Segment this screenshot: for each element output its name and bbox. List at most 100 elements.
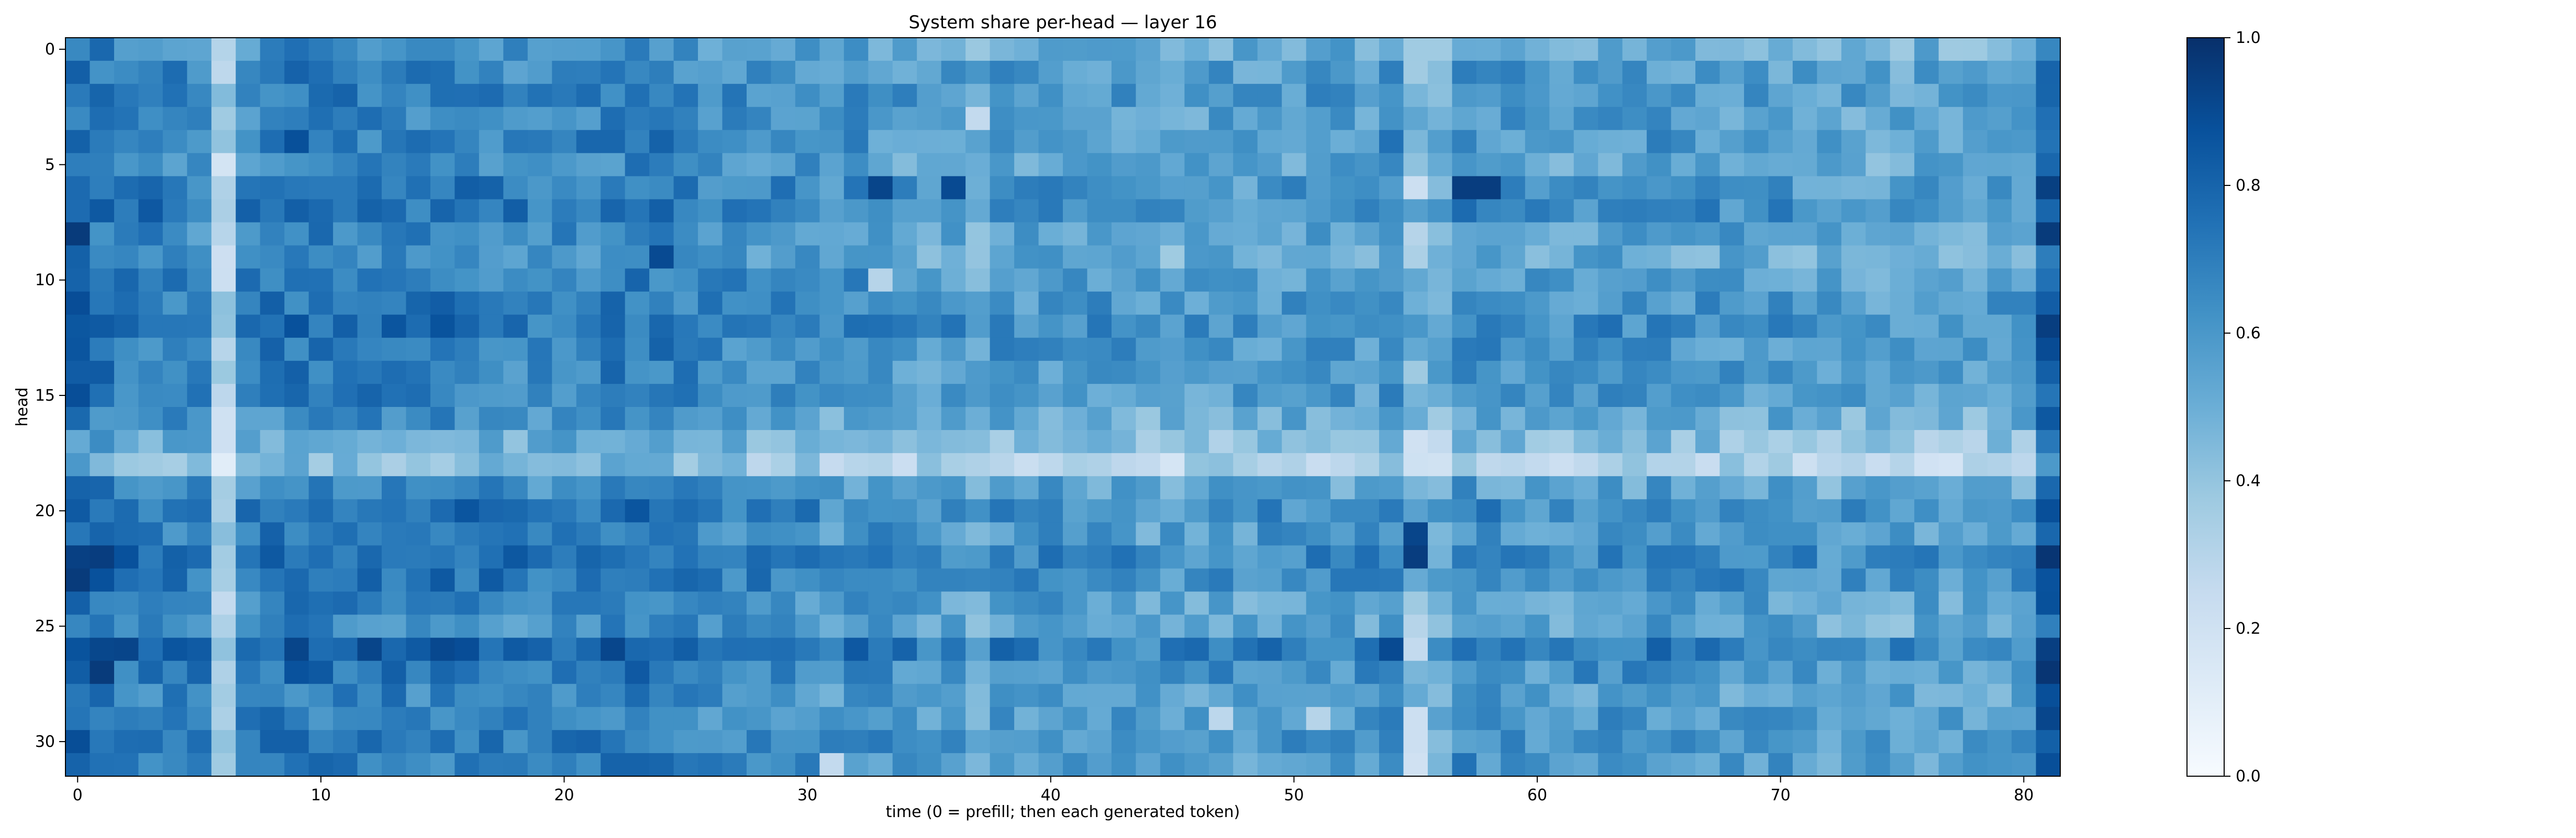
heatmap-cell	[2036, 222, 2061, 246]
heatmap-cell	[1792, 568, 1817, 592]
heatmap-cell	[1184, 153, 1209, 177]
heatmap-cell	[1330, 476, 1356, 500]
heatmap-cell	[795, 291, 820, 315]
heatmap-cell	[868, 222, 893, 246]
heatmap-cell	[843, 176, 869, 200]
heatmap-cell	[333, 38, 358, 61]
heatmap-cell	[1841, 476, 1866, 500]
heatmap-cell	[236, 707, 261, 731]
heatmap-cell	[138, 176, 163, 200]
heatmap-cell	[1160, 199, 1185, 223]
heatmap-cell	[722, 314, 747, 338]
heatmap-cell	[917, 430, 942, 454]
heatmap-cell	[1160, 614, 1185, 638]
heatmap-cell	[1160, 637, 1185, 661]
heatmap-cell	[503, 199, 528, 223]
heatmap-cell	[746, 683, 772, 708]
heatmap-cell	[2012, 176, 2037, 200]
heatmap-cell	[965, 730, 991, 754]
heatmap-cell	[187, 360, 212, 384]
heatmap-cell	[1208, 337, 1234, 361]
heatmap-cell	[917, 268, 942, 292]
heatmap-cell	[382, 591, 407, 615]
heatmap-cell	[1403, 407, 1428, 431]
heatmap-cell	[1257, 499, 1282, 523]
heatmap-cell	[722, 407, 747, 431]
heatmap-cell	[746, 545, 772, 569]
heatmap-cell	[65, 637, 91, 661]
heatmap-cell	[1501, 683, 1526, 708]
heatmap-cell	[357, 637, 382, 661]
heatmap-cell	[601, 545, 626, 569]
heatmap-cell	[1136, 753, 1161, 777]
heatmap-cell	[382, 153, 407, 177]
colorbar	[2186, 37, 2225, 777]
heatmap-cell	[1282, 614, 1307, 638]
heatmap-cell	[771, 614, 796, 638]
heatmap-cell	[1622, 291, 1647, 315]
heatmap-cell	[868, 407, 893, 431]
heatmap-cell	[260, 683, 285, 708]
heatmap-cell	[1427, 430, 1453, 454]
heatmap-cell	[382, 360, 407, 384]
heatmap-cell	[211, 407, 236, 431]
heatmap-cell	[1306, 499, 1331, 523]
x-tick-label: 50	[1284, 786, 1304, 804]
heatmap-cell	[382, 614, 407, 638]
heatmap-cell	[2036, 707, 2061, 731]
heatmap-cell	[1866, 522, 1891, 546]
heatmap-cell	[1719, 614, 1745, 638]
heatmap-cell	[819, 614, 845, 638]
heatmap-cell	[65, 683, 91, 708]
heatmap-cell	[1987, 84, 2012, 107]
heatmap-cell	[1963, 545, 1988, 569]
heatmap-cell	[527, 153, 552, 177]
heatmap-cell	[1233, 707, 1258, 731]
heatmap-cell	[406, 637, 431, 661]
x-tick-label: 20	[554, 786, 574, 804]
heatmap-cell	[1792, 430, 1817, 454]
heatmap-cell	[1330, 84, 1356, 107]
heatmap-cell	[1136, 660, 1161, 685]
y-tick-label: 0	[45, 40, 55, 59]
heatmap-cell	[382, 730, 407, 754]
heatmap-cell	[382, 245, 407, 269]
heatmap-cell	[1403, 430, 1428, 454]
heatmap-cell	[819, 683, 845, 708]
heatmap-cell	[1938, 730, 1963, 754]
heatmap-cell	[1452, 176, 1477, 200]
heatmap-cell	[1087, 522, 1112, 546]
heatmap-cell	[1087, 130, 1112, 153]
heatmap-cell	[284, 660, 309, 685]
heatmap-cell	[1938, 637, 1963, 661]
heatmap-cell	[260, 637, 285, 661]
heatmap-cell	[1647, 107, 1672, 130]
heatmap-cell	[1403, 314, 1428, 338]
heatmap-cell	[503, 683, 528, 708]
heatmap-cell	[1744, 383, 1769, 407]
heatmap-cell	[1866, 591, 1891, 615]
heatmap-cell	[2036, 199, 2061, 223]
heatmap-cell	[1111, 591, 1136, 615]
heatmap-cell	[1647, 637, 1672, 661]
heatmap-cell	[357, 383, 382, 407]
heatmap-cell	[1063, 383, 1088, 407]
heatmap-cell	[284, 499, 309, 523]
heatmap-cell	[1427, 107, 1453, 130]
heatmap-cell	[138, 522, 163, 546]
heatmap-cell	[698, 683, 723, 708]
heatmap-cell	[114, 499, 139, 523]
heatmap-cell	[1963, 61, 1988, 84]
heatmap-cell	[1890, 314, 1915, 338]
heatmap-cell	[357, 683, 382, 708]
heatmap-cell	[601, 453, 626, 477]
heatmap-cell	[625, 268, 650, 292]
heatmap-cell	[1866, 407, 1891, 431]
heatmap-cell	[1208, 383, 1234, 407]
heatmap-cell	[333, 453, 358, 477]
heatmap-cell	[1890, 637, 1915, 661]
heatmap-cell	[1160, 730, 1185, 754]
heatmap-cell	[1111, 614, 1136, 638]
heatmap-cell	[1306, 383, 1331, 407]
heatmap-cell	[430, 683, 456, 708]
